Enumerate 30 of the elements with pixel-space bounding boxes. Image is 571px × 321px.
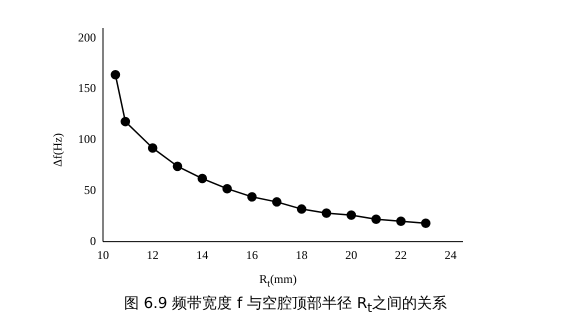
point: [421, 218, 431, 228]
x-axis-title: R$_{t}$(mm): [259, 272, 297, 290]
x-tick-label: 18: [296, 248, 308, 262]
point: [148, 143, 158, 153]
point: [172, 162, 182, 172]
x-tick-label: 14: [196, 248, 208, 262]
y-tick-label: 50: [84, 182, 96, 197]
y-axis-title: Δf(Hz): [50, 133, 66, 167]
point: [322, 208, 332, 218]
point: [222, 184, 232, 194]
x-tick-label: 16: [246, 248, 258, 262]
point: [396, 216, 406, 226]
y-tick-label: 0: [90, 234, 96, 248]
text: 图 6.9 频带宽度 f 与空腔顶部半径 R$_{t}$之间的关系: [122, 294, 448, 315]
x-tick-label: 22: [394, 248, 407, 262]
point: [247, 192, 257, 202]
x-tick-label: 20: [345, 248, 358, 262]
y-tick-label: 200: [78, 30, 96, 44]
point: [120, 116, 130, 126]
x-tick-label: 24: [444, 248, 457, 262]
y-tick-label: 100: [78, 132, 96, 146]
x-tick-label: 10: [97, 248, 109, 262]
point: [272, 197, 282, 207]
point: [371, 214, 381, 224]
x-tick-label: 12: [146, 248, 159, 262]
point: [198, 174, 208, 184]
point: [110, 70, 120, 80]
point: [346, 210, 356, 220]
point: [296, 204, 306, 214]
y-tick-label: 150: [78, 81, 96, 96]
